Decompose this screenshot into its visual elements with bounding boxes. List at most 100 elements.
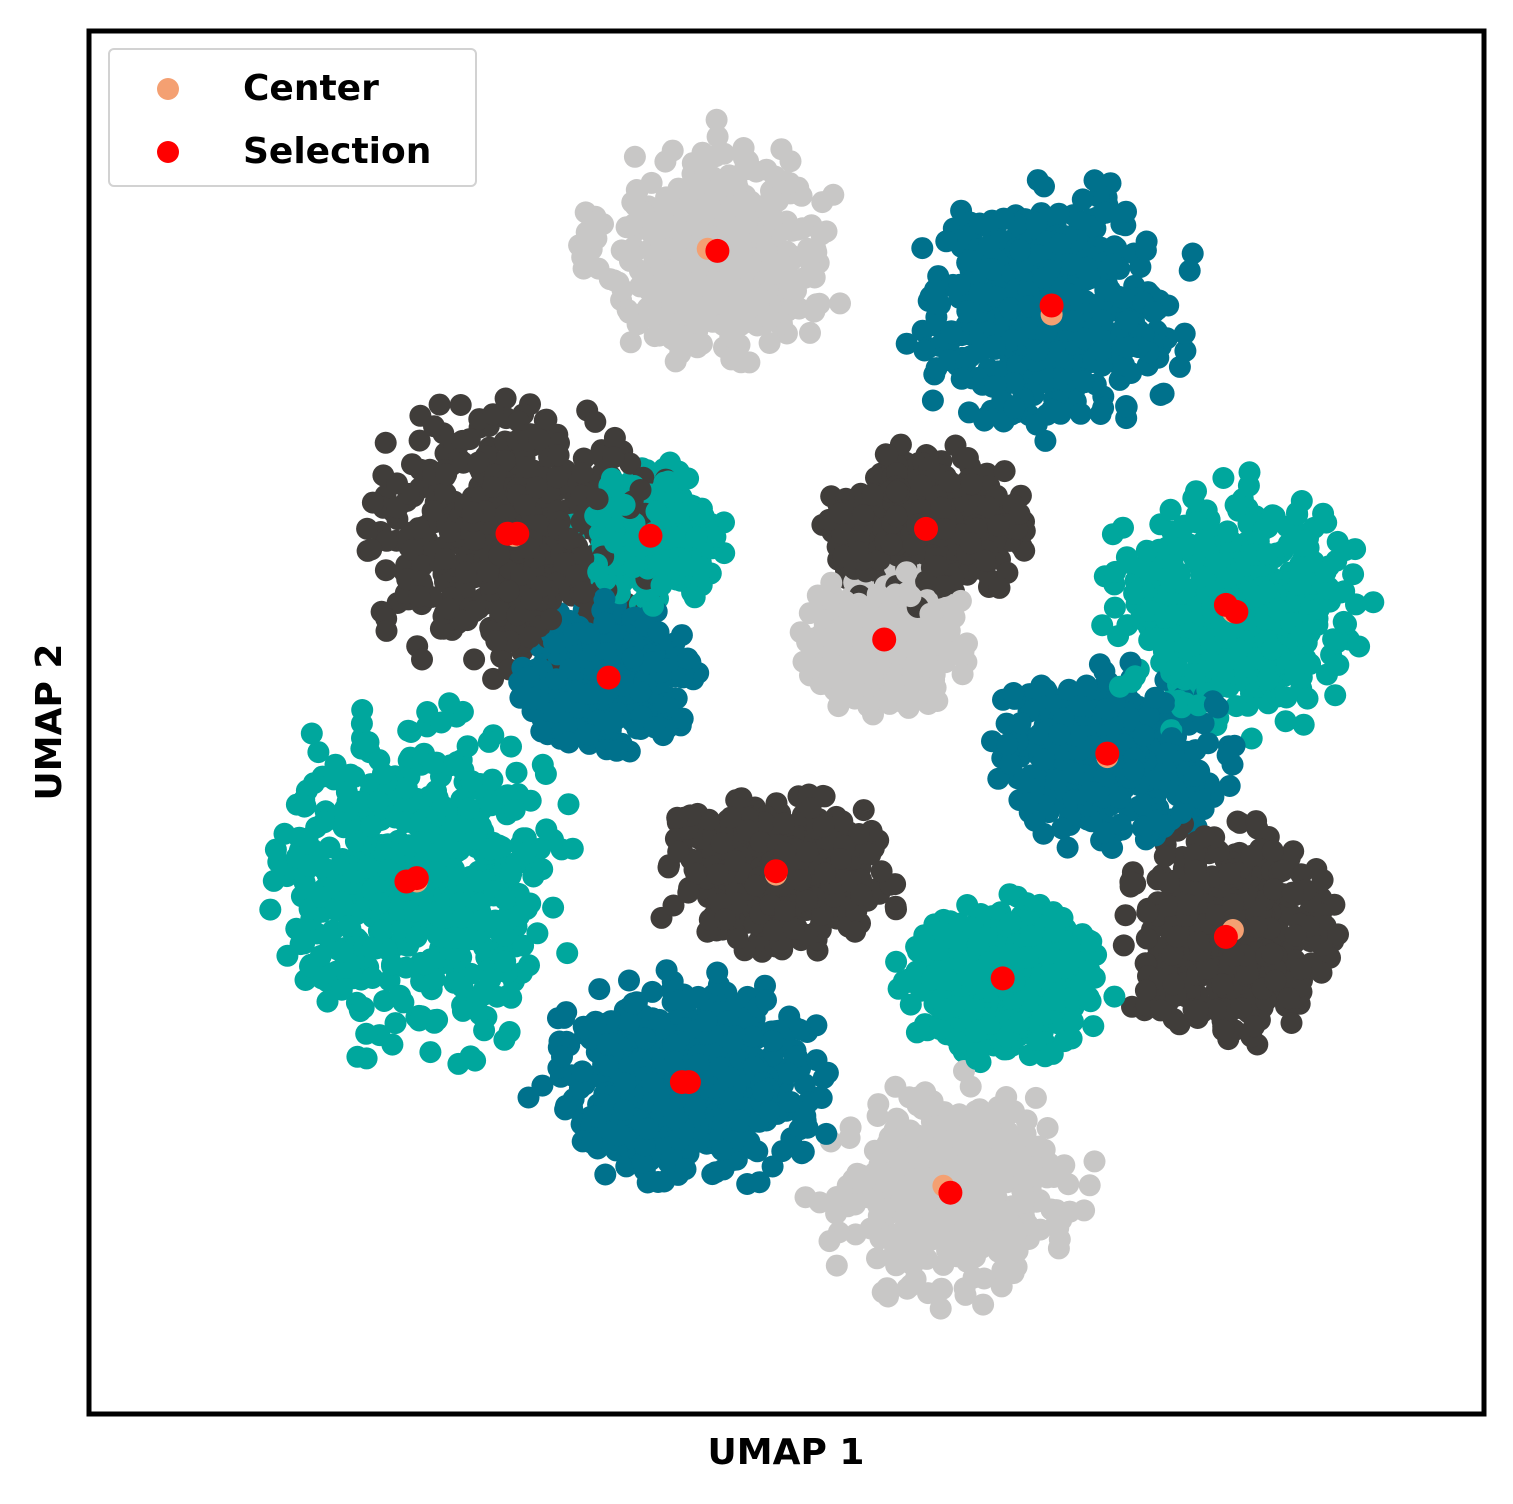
cluster-14-point (618, 969, 640, 992)
cluster-12-point (1311, 868, 1334, 891)
cluster-2-point (1089, 403, 1112, 425)
cluster-3-point (408, 429, 431, 452)
cluster-12-point (1135, 927, 1158, 950)
cluster-14-point (594, 1163, 617, 1186)
cluster-10-point (447, 1052, 470, 1075)
cluster-10-point (500, 735, 522, 758)
cluster-15-point (929, 1297, 952, 1320)
cluster-4-point (659, 451, 681, 474)
cluster-3-point (411, 648, 433, 671)
cluster-9-point (1056, 836, 1079, 859)
cluster-10-point (561, 837, 584, 860)
cluster-6-point (1159, 498, 1182, 521)
cluster-10-point (307, 741, 330, 764)
cluster-9-point (1075, 674, 1098, 697)
cluster-10-point (535, 818, 558, 841)
cluster-1-point (758, 332, 781, 354)
cluster-10-point (464, 1049, 487, 1072)
cluster-10-point (273, 822, 296, 845)
cluster-12-point (1114, 904, 1137, 927)
cluster-15-point (876, 1277, 899, 1300)
cluster-14-point (816, 1061, 839, 1084)
cluster-11-point (726, 927, 749, 950)
cluster-14-point (655, 959, 678, 982)
cluster-2-point (1174, 339, 1197, 362)
cluster-3-point (482, 667, 505, 690)
cluster-5-point (876, 444, 899, 466)
cluster-3-point (482, 403, 504, 426)
cluster-3-point (356, 517, 379, 540)
cluster-10-point (503, 798, 526, 821)
cluster-6-point (1240, 727, 1263, 750)
cluster-6-point (1212, 467, 1235, 489)
cluster-10-point (316, 990, 339, 1013)
cluster-3-point (434, 482, 457, 505)
cluster-2-point (1173, 322, 1196, 345)
cluster-15-point (954, 1283, 977, 1306)
cluster-3-point (361, 491, 384, 514)
cluster-11-point (884, 895, 907, 918)
cluster-9-point (1109, 813, 1132, 836)
cluster-2-point (1069, 402, 1092, 425)
cluster-10-point (343, 765, 366, 788)
cluster-6-point (1103, 596, 1126, 619)
cluster-2-point (1181, 242, 1204, 265)
cluster-15-point (866, 1247, 888, 1270)
cluster-10-point (302, 772, 325, 795)
cluster-10-point (384, 1012, 407, 1035)
cluster-11-point (698, 808, 720, 831)
cluster-10-point (477, 730, 500, 753)
cluster-3-point (449, 394, 472, 416)
cluster-6-point (1324, 684, 1347, 707)
cluster-3-point (494, 387, 517, 410)
cluster-11-point (657, 856, 680, 879)
data-points-layer (259, 108, 1385, 1320)
cluster-13-point (956, 894, 979, 916)
cluster-6-point (1362, 591, 1385, 614)
cluster-14-point (641, 980, 664, 1003)
cluster-2-point (1115, 395, 1138, 418)
cluster-3-point (452, 451, 475, 474)
cluster-14-point (568, 1077, 591, 1100)
cluster-10-point (557, 793, 580, 816)
cluster-15-point (825, 1254, 848, 1277)
cluster-1-point (829, 292, 851, 315)
cluster-3-point (428, 393, 451, 416)
cluster-10-point (300, 722, 323, 745)
cluster-6-point (1292, 713, 1315, 736)
cluster-1-point (629, 275, 651, 298)
cluster-13-point (885, 950, 908, 973)
cluster-6-point (1286, 503, 1309, 526)
cluster-3-point (535, 408, 558, 431)
cluster-2-point (1006, 354, 1029, 377)
cluster-6-point (1274, 710, 1297, 733)
cluster-1-point (686, 336, 709, 359)
cluster-10-point (473, 1019, 496, 1042)
cluster-14-point (555, 1094, 577, 1117)
cluster-14-point (706, 961, 729, 984)
cluster-3-point (374, 431, 397, 454)
cluster-12-point (1228, 811, 1251, 834)
cluster-8-point (519, 687, 542, 710)
cluster-3-point (451, 429, 474, 452)
cluster-6-point (1296, 687, 1319, 710)
cluster-14-point (788, 1018, 811, 1041)
cluster-1-point (799, 321, 821, 344)
cluster-6-point (1327, 653, 1350, 676)
cluster-10-point (519, 789, 542, 812)
cluster-12-point (1280, 1012, 1303, 1034)
cluster-14-point (553, 1006, 576, 1029)
cluster-5-point (830, 522, 853, 545)
cluster-10-point (351, 699, 374, 721)
cluster-1-point (732, 147, 755, 170)
cluster-12-point (1204, 998, 1227, 1021)
cluster-10-point (381, 1033, 404, 1056)
cluster-14-point (815, 1122, 838, 1145)
cluster-1-point (643, 325, 666, 348)
cluster-2-point (1034, 429, 1057, 452)
cluster-10-point (526, 922, 549, 945)
cluster-10-point (419, 1041, 442, 1064)
cluster-2-point (1025, 413, 1048, 436)
cluster-10-point (534, 763, 557, 785)
